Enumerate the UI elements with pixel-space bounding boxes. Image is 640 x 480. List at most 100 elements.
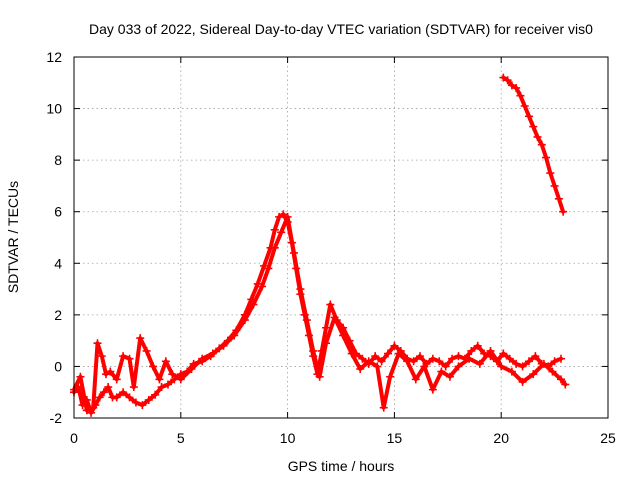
- data-point: [151, 390, 160, 399]
- data-point: [106, 367, 115, 376]
- data-point: [520, 101, 529, 110]
- data-point: [420, 362, 429, 371]
- data-point: [435, 357, 444, 366]
- data-point: [428, 385, 437, 394]
- series-trace-a: [70, 210, 566, 417]
- data-point: [507, 367, 516, 376]
- x-tick-label: 25: [600, 430, 616, 446]
- data-point: [136, 334, 145, 343]
- data-point: [531, 352, 540, 361]
- data-point: [253, 279, 262, 288]
- data-point: [270, 243, 279, 252]
- data-point: [330, 313, 339, 322]
- data-point: [97, 352, 106, 361]
- data-point: [383, 349, 392, 358]
- data-point: [561, 380, 570, 389]
- data-point: [149, 362, 158, 371]
- series-trace-b: [70, 212, 570, 415]
- data-point: [486, 346, 495, 355]
- data-point: [356, 365, 365, 374]
- data-point: [82, 406, 91, 415]
- data-point: [441, 362, 450, 371]
- data-point: [507, 81, 516, 90]
- data-point: [557, 375, 566, 384]
- data-point: [390, 341, 399, 350]
- data-point: [277, 228, 286, 237]
- data-point: [503, 76, 512, 85]
- data-point: [296, 285, 305, 294]
- x-tick-label: 15: [387, 430, 403, 446]
- data-series: [70, 73, 570, 417]
- data-point: [467, 346, 476, 355]
- x-tick-label: 5: [177, 430, 185, 446]
- data-point: [454, 362, 463, 371]
- data-point: [465, 354, 474, 363]
- data-point: [347, 349, 356, 358]
- data-point: [187, 365, 196, 374]
- data-point: [454, 352, 463, 361]
- data-point: [270, 225, 279, 234]
- data-point: [76, 372, 85, 381]
- data-point: [99, 388, 108, 397]
- data-point: [475, 359, 484, 368]
- data-point: [119, 388, 128, 397]
- data-point: [542, 153, 551, 162]
- data-point: [112, 393, 121, 402]
- chart-title: Day 033 of 2022, Sidereal Day-to-day VTE…: [89, 21, 593, 37]
- series-line: [72, 212, 563, 415]
- y-tick-label: -2: [50, 410, 63, 426]
- data-point: [322, 339, 331, 348]
- y-tick-label: 10: [46, 101, 62, 117]
- data-point: [93, 339, 102, 348]
- data-point: [445, 372, 454, 381]
- data-point: [473, 341, 482, 350]
- x-tick-label: 20: [493, 430, 509, 446]
- axis-ticks: 0 5 10 15 20 25 -2 0 2 4 6 8 10 12: [46, 49, 616, 446]
- data-point: [539, 359, 548, 368]
- data-point: [198, 354, 207, 363]
- data-point: [102, 370, 111, 379]
- data-point: [219, 341, 228, 350]
- data-point: [112, 375, 121, 384]
- data-point: [364, 357, 373, 366]
- data-point: [516, 91, 525, 100]
- data-point: [104, 383, 113, 392]
- data-point: [428, 354, 437, 363]
- data-point: [518, 362, 527, 371]
- data-point: [403, 357, 412, 366]
- y-tick-label: 6: [54, 204, 62, 220]
- data-point: [529, 122, 538, 131]
- data-point: [125, 354, 134, 363]
- data-point: [411, 375, 420, 384]
- data-point: [550, 357, 559, 366]
- data-point: [416, 352, 425, 361]
- data-point: [339, 331, 348, 340]
- data-point: [554, 194, 563, 203]
- x-tick-label: 10: [280, 430, 296, 446]
- data-point: [95, 393, 104, 402]
- data-point: [290, 248, 299, 257]
- data-point: [377, 357, 386, 366]
- data-point: [240, 316, 249, 325]
- data-point: [537, 140, 546, 149]
- data-point: [125, 393, 134, 402]
- data-point: [264, 264, 273, 273]
- data-point: [131, 398, 140, 407]
- data-point: [163, 380, 172, 389]
- data-point: [142, 346, 151, 355]
- data-point: [144, 395, 153, 404]
- data-point: [230, 331, 239, 340]
- grid: [74, 57, 608, 418]
- data-point: [275, 212, 284, 221]
- data-point: [279, 210, 288, 219]
- series-trace-c: [499, 73, 568, 216]
- data-point: [176, 375, 185, 384]
- data-point: [119, 352, 128, 361]
- y-tick-label: 4: [54, 255, 62, 271]
- data-point: [533, 132, 542, 141]
- data-point: [512, 359, 521, 368]
- data-point: [548, 367, 557, 376]
- data-point: [326, 300, 335, 309]
- data-point: [499, 349, 508, 358]
